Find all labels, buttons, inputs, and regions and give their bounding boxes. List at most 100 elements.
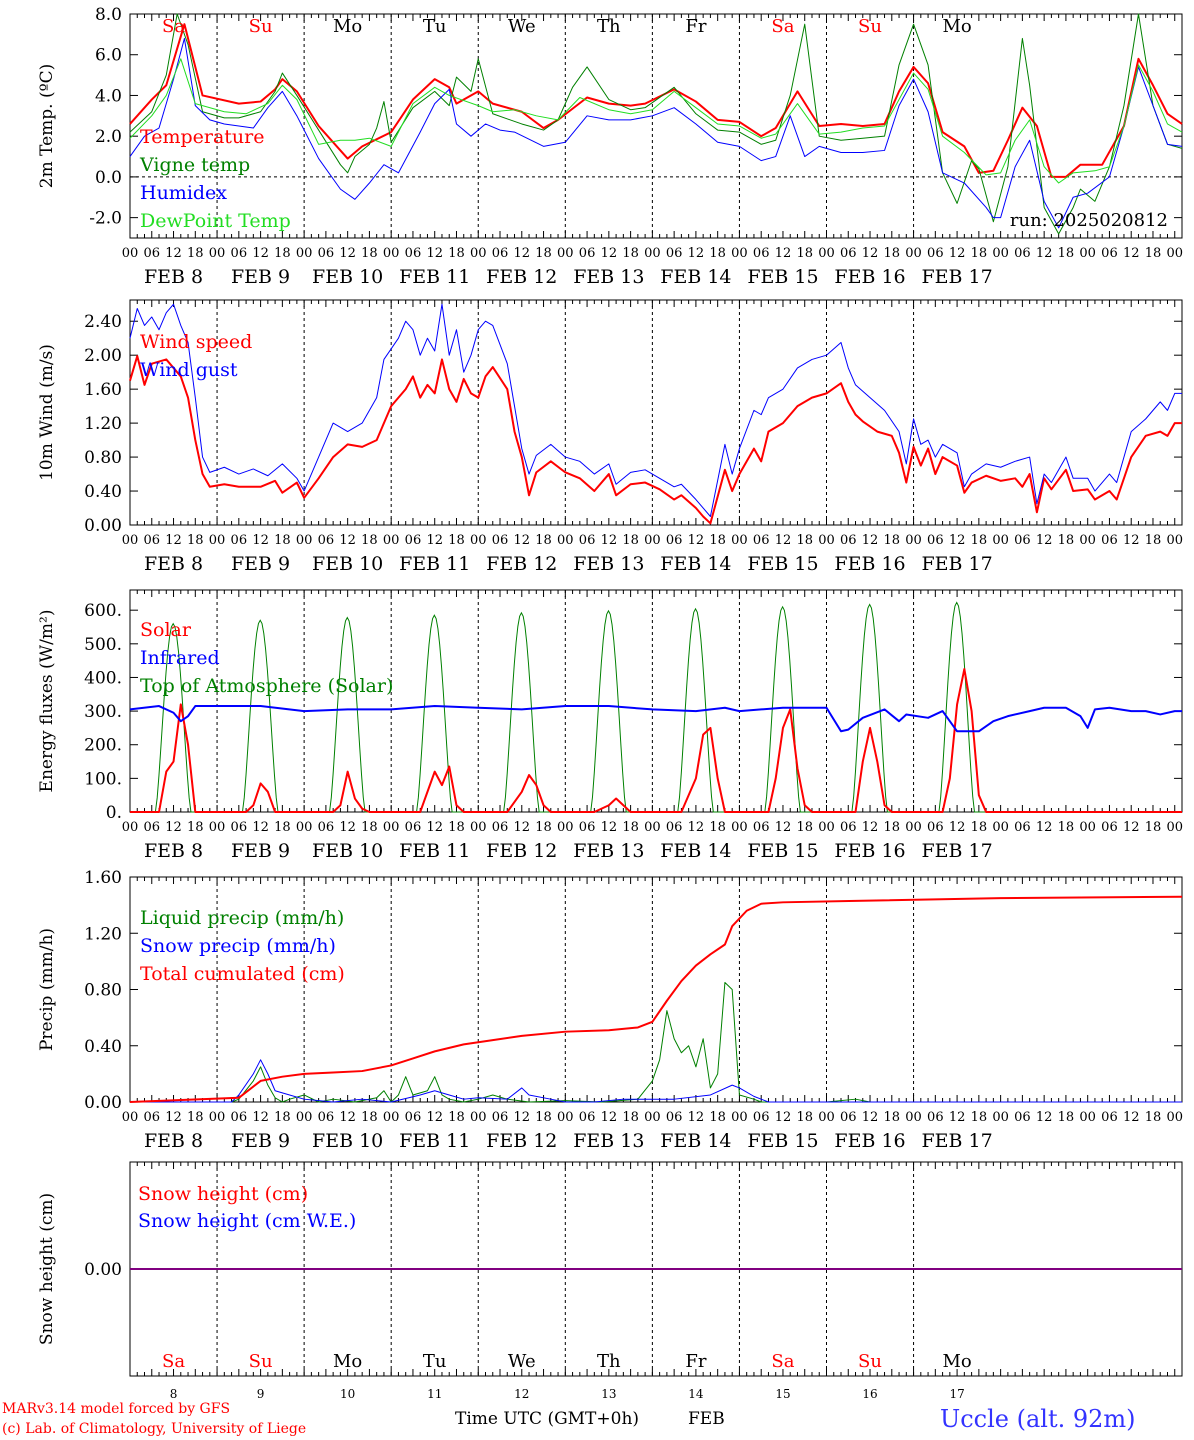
wind-hour-label: 18 [1058, 533, 1075, 548]
wind-hour-label: 18 [622, 533, 639, 548]
wind-hour-label: 18 [1145, 533, 1162, 548]
temp-date-label: FEB 16 [834, 266, 905, 288]
temp-hour-label: 00 [992, 246, 1009, 261]
precip-hour-label: 18 [361, 1110, 378, 1125]
series-solar [130, 668, 1182, 813]
wind-hour-label: 06 [1014, 533, 1031, 548]
energy-date-label: FEB 9 [231, 840, 290, 862]
snow-day-number: 9 [257, 1387, 265, 1401]
wind-hour-label: 12 [514, 533, 531, 548]
temp-hour-label: 06 [492, 246, 509, 261]
temp-hour-label: 18 [622, 246, 639, 261]
precip-hour-label: 12 [1036, 1110, 1053, 1125]
temp-weekday-label: Mo [333, 16, 362, 37]
energy-hour-label: 00 [209, 820, 226, 835]
precip-hour-label: 00 [383, 1110, 400, 1125]
temp-weekday-label: Tu [423, 16, 447, 37]
temp-ytick-label: -2.0 [89, 209, 122, 229]
wind-hour-label: 12 [1123, 533, 1140, 548]
energy-ytick-label: 200. [84, 736, 122, 756]
panel-precip: 0.00 0.40 0.80 1.20 1.60 Precip (mm/h) Liquid … [37, 868, 1183, 1152]
wind-hour-label: 06 [231, 533, 248, 548]
precip-hour-label: 06 [927, 1110, 944, 1125]
energy-hour-label: 06 [666, 820, 683, 835]
temp-hour-label: 18 [187, 246, 204, 261]
wind-hour-label: 12 [165, 533, 182, 548]
energy-hour-label: 18 [1058, 820, 1075, 835]
temp-hour-label: 12 [862, 246, 879, 261]
energy-ytick-label: 300. [84, 702, 122, 722]
temp-weekday-label: Sa [162, 16, 185, 37]
precip-hour-label: 12 [775, 1110, 792, 1125]
snow-weekday-label: Mo [333, 1351, 362, 1372]
temp-hour-label: 18 [274, 246, 291, 261]
wind-hour-label: 00 [731, 533, 748, 548]
temp-legend-item: Vigne temp [139, 154, 250, 176]
wind-date-label: FEB 8 [144, 553, 203, 575]
x-axis-month: FEB [688, 1409, 725, 1429]
precip-ytick-label: 0.80 [84, 981, 122, 1001]
series-temperature [129, 23, 1183, 178]
precip-hour-label: 18 [622, 1110, 639, 1125]
snow-day-number: 14 [688, 1387, 704, 1401]
energy-hour-label: 18 [361, 820, 378, 835]
temp-hour-label: 06 [231, 246, 248, 261]
wind-hour-label: 00 [905, 533, 922, 548]
wind-ytick-label: 1.60 [84, 380, 122, 400]
snow-weekday-label: Mo [942, 1351, 971, 1372]
precip-hour-label: 12 [949, 1110, 966, 1125]
temp-date-label: FEB 10 [312, 266, 383, 288]
precip-hour-label: 18 [709, 1110, 726, 1125]
temp-weekday-label: We [508, 16, 536, 37]
precip-date-label: FEB 12 [486, 1130, 557, 1152]
snow-day-number: 13 [601, 1387, 616, 1401]
energy-date-label: FEB 11 [399, 840, 470, 862]
precip-ytick-label: 1.60 [84, 868, 122, 888]
wind-date-label: FEB 11 [399, 553, 470, 575]
energy-ytick-label: 600. [84, 601, 122, 621]
wind-hour-label: 06 [492, 533, 509, 548]
temp-weekday-label: Su [858, 16, 882, 37]
snow-weekday-label: Fr [685, 1351, 706, 1372]
wind-legend-item: Wind speed [140, 331, 252, 353]
wind-hour-label: 00 [1166, 533, 1183, 548]
temp-weekday-label: Th [597, 16, 621, 37]
energy-date-label: FEB 13 [573, 840, 644, 862]
wind-hour-label: 06 [143, 533, 160, 548]
temp-hour-label: 00 [557, 246, 574, 261]
energy-hour-label: 00 [383, 820, 400, 835]
wind-ytick-label: 0.40 [84, 482, 122, 502]
precip-hour-label: 12 [601, 1110, 618, 1125]
wind-hour-label: 12 [688, 533, 705, 548]
wind-hour-label: 00 [383, 533, 400, 548]
temp-date-label: FEB 13 [573, 266, 644, 288]
temp-ylabel: 2m Temp. (ºC) [37, 64, 57, 189]
temp-hour-label: 12 [775, 246, 792, 261]
energy-hour-label: 00 [1166, 820, 1183, 835]
snow-weekday-label: Th [597, 1351, 621, 1372]
precip-ylabel: Precip (mm/h) [37, 928, 57, 1051]
snow-day-number: 10 [340, 1387, 355, 1401]
wind-date-label: FEB 12 [486, 553, 557, 575]
precip-hour-label: 12 [339, 1110, 356, 1125]
temp-date-label: FEB 11 [399, 266, 470, 288]
precip-ytick-label: 1.20 [84, 924, 122, 944]
wind-ytick-label: 2.40 [84, 312, 122, 332]
precip-hour-label: 00 [818, 1110, 835, 1125]
precip-ytick-label: 0.40 [84, 1037, 122, 1057]
wind-ytick-label: 0.80 [84, 448, 122, 468]
wind-date-label: FEB 16 [834, 553, 905, 575]
series-top-of-atmosphere [130, 601, 1182, 813]
wind-hour-label: 00 [1079, 533, 1096, 548]
wind-hour-label: 12 [252, 533, 269, 548]
wind-date-label: FEB 10 [312, 553, 383, 575]
precip-hour-label: 06 [143, 1110, 160, 1125]
series-dewpoint-temp [129, 58, 1183, 184]
energy-hour-label: 18 [187, 820, 204, 835]
series-infrared [129, 705, 1182, 733]
wind-hour-label: 00 [818, 533, 835, 548]
precip-hour-label: 06 [579, 1110, 596, 1125]
energy-hour-label: 12 [949, 820, 966, 835]
precip-date-label: FEB 14 [660, 1130, 731, 1152]
